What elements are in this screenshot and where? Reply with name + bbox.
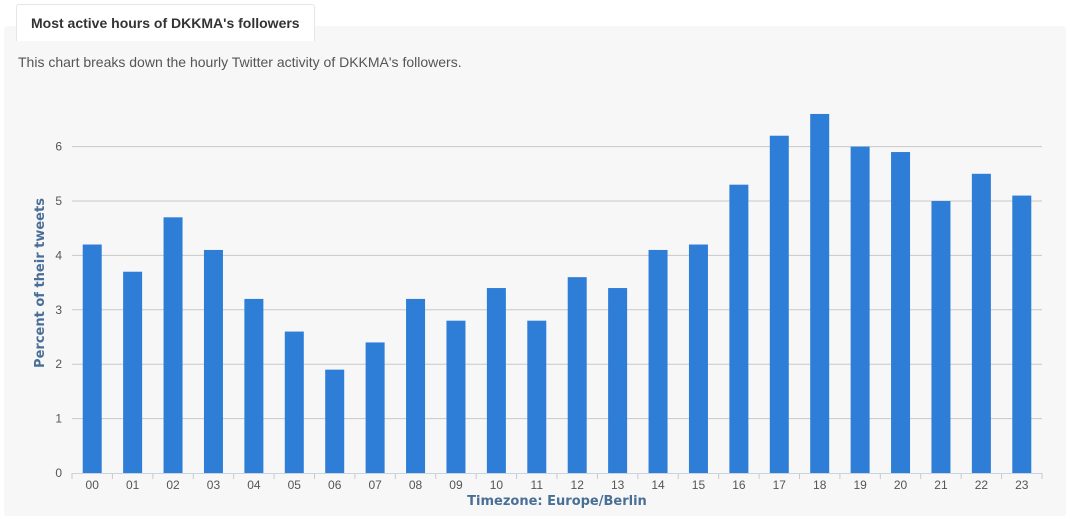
bars	[82, 113, 1032, 474]
x-tick-label: 07	[368, 478, 382, 492]
bar	[688, 244, 708, 473]
x-tick-label: 14	[651, 478, 665, 492]
x-tick-label: 08	[409, 478, 423, 492]
x-tick-label: 09	[449, 478, 463, 492]
chart-description: This chart breaks down the hourly Twitte…	[18, 54, 462, 70]
x-tick-label: 20	[894, 478, 908, 492]
bar	[1012, 195, 1032, 473]
x-tick-label: 10	[490, 478, 504, 492]
x-tick-label: 03	[207, 478, 221, 492]
y-axis-title: Percent of their tweets	[33, 198, 48, 368]
bar	[608, 288, 628, 473]
x-tick-label: 16	[732, 478, 746, 492]
x-axis-ticks: 00 01 02 03 04 05 06 07 08 09 10 11 12 13 14 15 16 17 18 19…	[71, 473, 1043, 492]
x-tick-label: 06	[328, 478, 342, 492]
x-tick-label: 21	[934, 478, 948, 492]
x-tick-label: 17	[773, 478, 787, 492]
bar	[527, 320, 547, 473]
x-tick-label: 13	[611, 478, 625, 492]
bar	[769, 135, 789, 473]
x-tick-label: 01	[126, 478, 140, 492]
y-tick-label: 6	[55, 140, 62, 154]
bar	[648, 249, 668, 473]
x-tick-label: 18	[813, 478, 827, 492]
y-tick-label: 4	[55, 248, 62, 262]
chart-tab-title: Most active hours of DKKMA's followers	[16, 4, 315, 41]
bar	[365, 342, 385, 473]
bar	[325, 369, 345, 473]
bar	[82, 244, 102, 473]
bar	[931, 201, 951, 473]
bar	[850, 146, 870, 473]
y-tick-label: 3	[55, 303, 62, 317]
bar	[891, 152, 911, 474]
x-tick-label: 22	[975, 478, 989, 492]
x-tick-label: 02	[166, 478, 180, 492]
x-tick-label: 05	[288, 478, 302, 492]
bar	[203, 249, 223, 473]
bar	[486, 288, 506, 473]
y-tick-label: 5	[55, 194, 62, 208]
bar	[406, 298, 426, 473]
x-tick-label: 15	[692, 478, 706, 492]
x-tick-label: 00	[86, 478, 100, 492]
bar	[163, 217, 183, 473]
bar	[244, 298, 264, 473]
bar	[284, 331, 304, 473]
x-tick-label: 04	[247, 478, 261, 492]
bar	[446, 320, 466, 473]
y-axis-ticks: 0 1 2 3 4 5 6	[55, 140, 62, 480]
x-tick-label: 23	[1015, 478, 1029, 492]
x-tick-label: 19	[853, 478, 867, 492]
x-axis-title: Timezone: Europe/Berlin	[467, 494, 647, 509]
bar	[729, 184, 749, 473]
y-tick-label: 1	[55, 412, 62, 426]
bar	[971, 173, 991, 474]
y-tick-label: 2	[55, 357, 62, 371]
grid-lines	[72, 146, 1042, 420]
bar	[810, 113, 830, 474]
bar	[567, 277, 587, 473]
x-tick-label: 11	[531, 478, 544, 492]
bar	[123, 271, 143, 473]
x-tick-label: 12	[571, 478, 585, 492]
y-tick-label: 0	[55, 466, 62, 480]
